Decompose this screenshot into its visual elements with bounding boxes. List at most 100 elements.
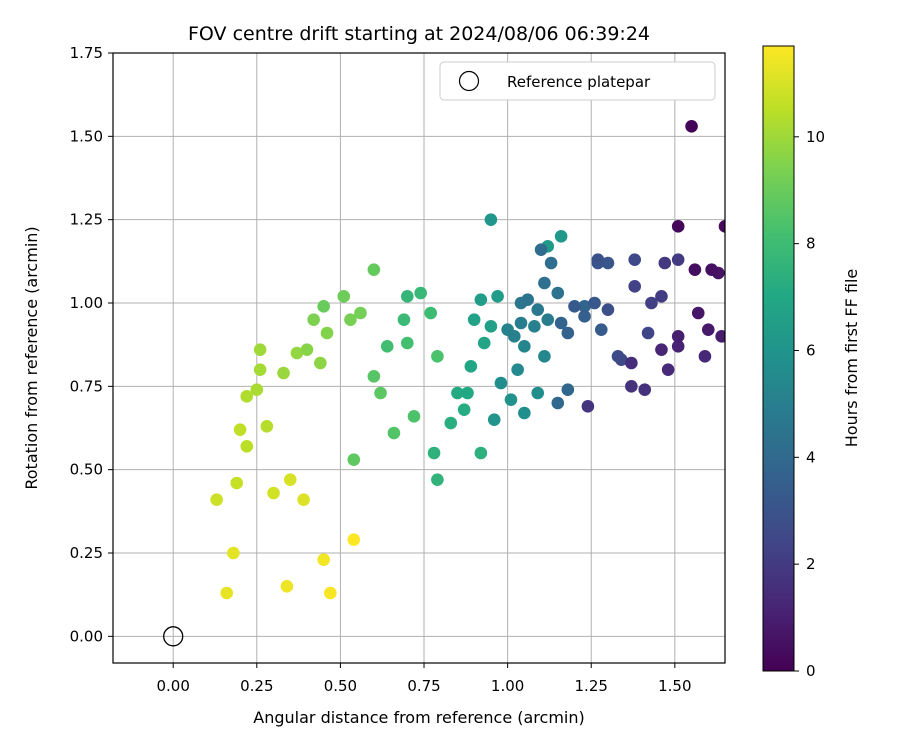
scatter-point [615,353,628,366]
scatter-point [374,386,387,400]
scatter-point [518,340,531,353]
scatter-point [300,343,314,356]
scatter-point [685,120,698,133]
scatter-point [380,340,394,353]
scatter-point [233,423,247,436]
scatter-point [661,363,675,376]
scatter-point [320,326,334,340]
scatter-point [230,476,244,490]
scatter-point [317,553,330,566]
scatter-point [561,326,575,340]
scatter-point [641,326,655,340]
scatter-point [337,290,351,303]
chart-title: FOV centre drift starting at 2024/08/06 … [188,23,650,45]
y-tick-label: 0.25 [70,544,103,562]
scatter-point [534,243,548,256]
scatter-point [544,256,558,270]
scatter-point [541,313,555,326]
scatter-point [588,296,601,310]
scatter-point [280,580,294,593]
scatter-point [671,330,685,343]
scatter-point [444,416,458,430]
scatter-point [367,370,381,383]
scatter-point [474,293,488,306]
scatter-point [461,386,474,400]
scatter-point [601,303,615,316]
scatter-point [283,473,297,486]
scatter-point [531,303,545,316]
plot-frame [112,52,726,664]
scatter-point [253,343,267,356]
scatter-point [655,343,668,356]
data-points [163,120,725,647]
scatter-point [511,363,524,376]
legend-label-reference: Reference platepar [507,73,651,91]
scatter-point [504,393,518,406]
scatter-point [554,316,568,330]
scatter-point [705,263,718,276]
scatter-point [240,440,254,453]
colorbar-tick-label: 8 [806,235,816,253]
x-tick-label: 1.00 [491,677,524,695]
x-tick-label: 1.50 [658,677,691,695]
y-tick-label: 1.25 [70,211,103,229]
scatter-point [474,446,488,460]
y-tick-label: 0.50 [70,461,103,479]
scatter-point [715,330,725,343]
scatter-point [521,293,534,306]
scatter-point [477,336,491,350]
scatter-point [718,220,725,233]
scatter-point [347,453,361,466]
colorbar-tick-label: 4 [806,448,816,466]
scatter-point [354,306,367,320]
scatter-point [407,410,421,423]
scatter-point [457,403,471,416]
scatter-point [591,253,605,266]
y-tick-label: 1.75 [70,44,103,62]
scatter-point [698,350,712,363]
scatter-point [625,380,638,393]
legend: Reference platepar [439,61,716,101]
y-tick-label: 1.50 [70,127,103,145]
scatter-point [277,366,290,380]
scatter-point [561,383,575,396]
scatter-point [344,313,357,326]
scatter-point [581,400,595,413]
colorbar-tick-label: 0 [806,662,816,680]
scatter-point [671,253,685,266]
x-tick-label: 1.25 [575,677,608,695]
scatter-point [260,420,274,433]
scatter-point [691,306,705,320]
scatter-point [514,316,528,330]
scatter-point [227,546,240,560]
scatter-point [451,386,464,400]
reference-marker [163,626,184,647]
scatter-series [210,120,725,600]
scatter-point [267,486,280,500]
scatter-point [494,376,508,390]
scatter-point [491,290,504,303]
x-tick-label: 0.50 [324,677,357,695]
scatter-point [484,213,498,226]
scatter-point [487,413,501,426]
scatter-point [307,313,320,326]
scatter-point [467,313,481,326]
y-axis-label: Rotation from reference (arcmin) [22,226,41,489]
x-tick-label: 0.00 [156,677,189,695]
scatter-point [601,256,615,270]
scatter-point [324,586,337,600]
scatter-point [290,346,304,360]
y-tick-label: 1.00 [70,294,103,312]
scatter-point [655,290,668,303]
scatter-point [347,533,361,546]
scatter-point [531,386,545,400]
scatter-point [594,323,608,336]
scatter-point [628,253,642,266]
y-tick-label: 0.00 [70,627,103,645]
scatter-point [625,356,638,370]
scatter-point [414,286,427,300]
scatter-point [518,406,531,420]
scatter-point [688,263,702,276]
scatter-point [484,320,498,333]
